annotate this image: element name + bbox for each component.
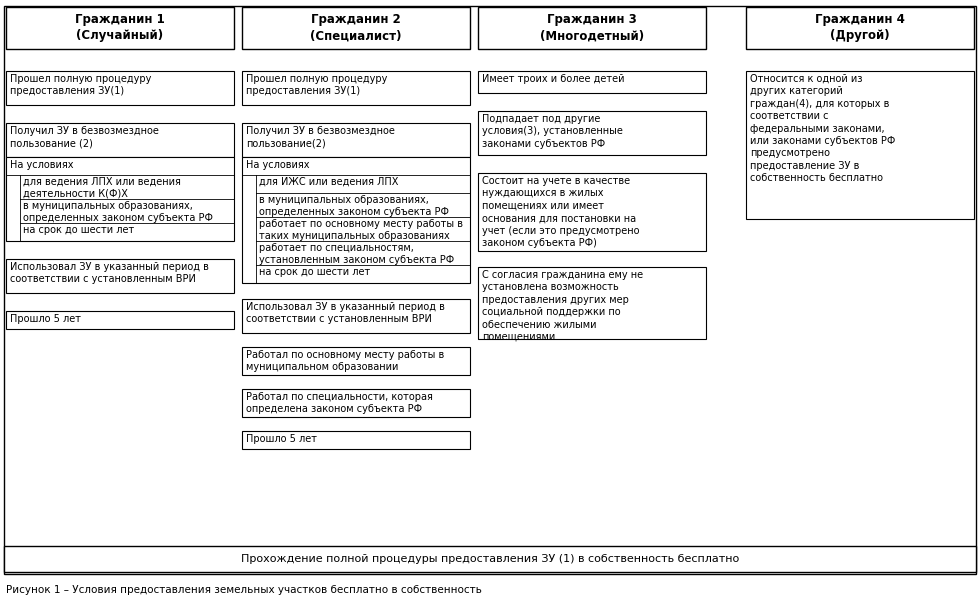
Text: на срок до шести лет: на срок до шести лет <box>23 225 134 235</box>
Bar <box>746 7 974 49</box>
Bar <box>242 431 470 449</box>
Text: Прошло 5 лет: Прошло 5 лет <box>10 314 81 324</box>
Text: Прохождение полной процедуры предоставления ЗУ (1) в собственность бесплатно: Прохождение полной процедуры предоставле… <box>241 554 739 564</box>
Text: Гражданин 1
(Случайный): Гражданин 1 (Случайный) <box>75 13 165 42</box>
Text: Гражданин 3
(Многодетный): Гражданин 3 (Многодетный) <box>540 13 644 42</box>
Bar <box>478 111 706 155</box>
Bar <box>352 333 361 340</box>
Polygon shape <box>347 534 365 546</box>
Polygon shape <box>583 61 601 71</box>
Text: На условиях: На условиях <box>10 160 74 170</box>
Bar <box>116 49 124 61</box>
Bar <box>242 299 470 333</box>
Polygon shape <box>347 382 365 389</box>
Bar <box>352 449 361 534</box>
Bar <box>352 375 361 382</box>
Polygon shape <box>583 102 601 111</box>
Bar <box>478 7 706 49</box>
Text: Использовал ЗУ в указанный период в
соответствии с установленным ВРИ: Использовал ЗУ в указанный период в соот… <box>246 302 445 324</box>
Text: для ведения ЛПХ или ведения
деятельности К(Ф)Х: для ведения ЛПХ или ведения деятельности… <box>23 177 181 199</box>
Polygon shape <box>851 61 869 71</box>
Text: в муниципальных образованиях,
определенных законом субъекта РФ: в муниципальных образованиях, определенн… <box>23 201 213 223</box>
Bar <box>587 49 597 61</box>
Polygon shape <box>111 534 129 546</box>
Bar <box>856 219 864 534</box>
Polygon shape <box>347 340 365 347</box>
Bar <box>242 7 470 49</box>
Bar <box>352 49 361 61</box>
Bar <box>478 173 706 251</box>
Bar <box>352 417 361 424</box>
Bar <box>6 7 234 49</box>
Text: Подпадает под другие
условия(3), установленные
законами субъектов РФ: Подпадает под другие условия(3), установ… <box>482 114 623 149</box>
Polygon shape <box>347 61 365 71</box>
Text: Работал по специальности, которая
определена законом субъекта РФ: Работал по специальности, которая опреде… <box>246 392 433 414</box>
Text: работает по специальностям,
установленным законом субъекта РФ: работает по специальностям, установленны… <box>259 243 455 265</box>
Bar <box>242 71 470 105</box>
Text: Состоит на учете в качестве
нуждающихся в жилых
помещениях или имеет
основания д: Состоит на учете в качестве нуждающихся … <box>482 176 640 248</box>
Bar <box>4 546 976 572</box>
Text: в муниципальных образованиях,
определенных законом субъекта РФ: в муниципальных образованиях, определенн… <box>259 195 449 217</box>
Bar <box>242 347 470 375</box>
Text: На условиях: На условиях <box>246 160 310 170</box>
Text: Гражданин 4
(Другой): Гражданин 4 (Другой) <box>815 13 905 42</box>
Bar <box>746 71 974 219</box>
Text: Прошло 5 лет: Прошло 5 лет <box>246 434 317 444</box>
Bar <box>6 71 234 105</box>
Text: Рисунок 1 – Условия предоставления земельных участков бесплатно в собственность: Рисунок 1 – Условия предоставления земел… <box>6 585 482 595</box>
Polygon shape <box>583 534 601 546</box>
Bar <box>242 389 470 417</box>
Text: на срок до шести лет: на срок до шести лет <box>259 267 370 277</box>
Text: Получил ЗУ в безвозмездное
пользование(2): Получил ЗУ в безвозмездное пользование(2… <box>246 126 395 149</box>
Bar <box>116 105 124 114</box>
Text: Гражданин 2
(Специалист): Гражданин 2 (Специалист) <box>311 13 402 42</box>
Polygon shape <box>111 114 129 123</box>
Text: Прошел полную процедуру
предоставления ЗУ(1): Прошел полную процедуру предоставления З… <box>246 74 387 97</box>
Text: С согласия гражданина ему не
установлена возможность
предоставления других мер
с: С согласия гражданина ему не установлена… <box>482 270 643 342</box>
Text: работает по основному месту работы в
таких муниципальных образованиях: работает по основному месту работы в так… <box>259 219 463 241</box>
Bar <box>6 157 234 241</box>
Text: Использовал ЗУ в указанный период в
соответствии с установленным ВРИ: Использовал ЗУ в указанный период в соот… <box>10 262 209 284</box>
Bar <box>116 293 124 302</box>
Polygon shape <box>111 61 129 71</box>
Polygon shape <box>583 164 601 173</box>
Bar <box>242 157 470 283</box>
Text: Работал по основному месту работы в
муниципальном образовании: Работал по основному месту работы в муни… <box>246 350 444 373</box>
Polygon shape <box>111 302 129 311</box>
Bar <box>242 123 470 157</box>
Text: Прошел полную процедуру
предоставления ЗУ(1): Прошел полную процедуру предоставления З… <box>10 74 151 97</box>
Polygon shape <box>347 424 365 431</box>
Bar <box>116 241 124 250</box>
Polygon shape <box>347 114 365 123</box>
Bar <box>587 251 597 259</box>
Text: для ИЖС или ведения ЛПХ: для ИЖС или ведения ЛПХ <box>259 177 399 187</box>
Bar <box>6 311 234 329</box>
Bar <box>856 49 864 61</box>
Bar <box>587 339 597 534</box>
Bar <box>352 105 361 114</box>
Bar <box>587 155 597 164</box>
Text: Относится к одной из
других категорий
граждан(4), для которых в
соответствии с
ф: Относится к одной из других категорий гр… <box>750 74 896 183</box>
Polygon shape <box>583 259 601 267</box>
Text: Имеет троих и более детей: Имеет троих и более детей <box>482 74 624 84</box>
Bar <box>587 93 597 102</box>
Polygon shape <box>851 534 869 546</box>
Bar <box>116 329 124 534</box>
Bar <box>6 123 234 157</box>
Bar <box>6 259 234 293</box>
Polygon shape <box>111 250 129 259</box>
Bar <box>352 283 361 291</box>
Polygon shape <box>347 291 365 299</box>
Bar <box>478 71 706 93</box>
Text: Получил ЗУ в безвозмездное
пользование (2): Получил ЗУ в безвозмездное пользование (… <box>10 126 159 149</box>
Bar <box>478 267 706 339</box>
